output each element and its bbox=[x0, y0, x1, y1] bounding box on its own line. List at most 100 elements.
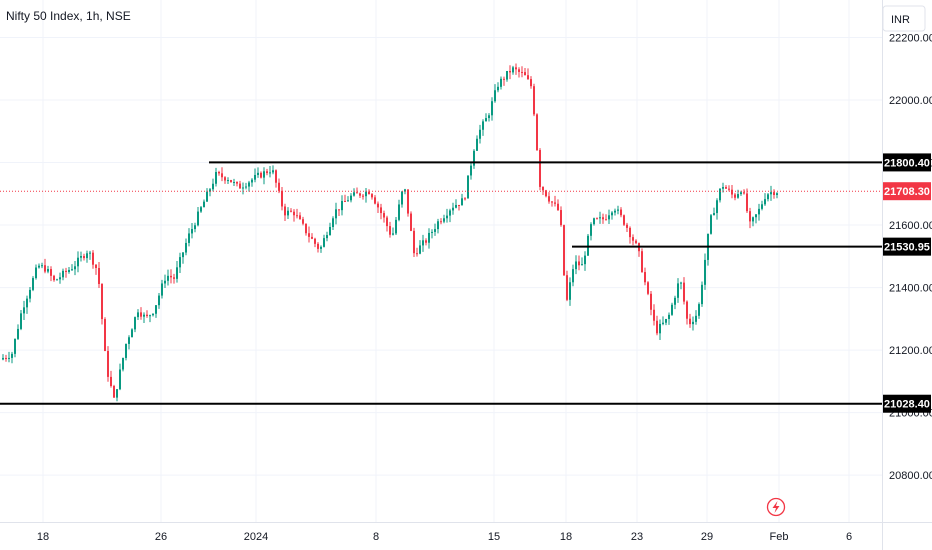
candle-body bbox=[743, 192, 745, 194]
candle-body bbox=[473, 150, 475, 166]
candle-body bbox=[149, 315, 151, 317]
candle-body bbox=[176, 267, 178, 279]
candle-body bbox=[761, 204, 763, 209]
level-badge-label: 21028.40 bbox=[884, 399, 930, 411]
level-badge bbox=[883, 237, 931, 256]
candle-body bbox=[2, 357, 4, 360]
last-price-badge-bg bbox=[883, 182, 931, 201]
candle-body bbox=[158, 295, 160, 306]
candle-body bbox=[386, 217, 388, 227]
candle-body bbox=[551, 201, 553, 203]
candle-body bbox=[581, 264, 583, 266]
candle-body bbox=[278, 182, 280, 191]
candle-body bbox=[695, 315, 697, 322]
candle-body bbox=[47, 269, 49, 272]
candle-body bbox=[755, 214, 757, 218]
candle-body bbox=[380, 207, 382, 214]
currency-button[interactable]: INR bbox=[882, 5, 926, 32]
candle-body bbox=[602, 217, 604, 220]
candle-body bbox=[86, 253, 88, 259]
candle-body bbox=[218, 171, 220, 174]
time-axis[interactable]: 18 26 2024 8 15 18 23 29 Feb 6 bbox=[37, 531, 852, 543]
candle-body bbox=[497, 86, 499, 91]
candle-body bbox=[563, 225, 565, 276]
candle-body bbox=[593, 218, 595, 225]
candle-body bbox=[146, 314, 148, 317]
candle-body bbox=[353, 192, 355, 196]
candle-body bbox=[470, 165, 472, 176]
candle-body bbox=[713, 213, 715, 216]
candle-body bbox=[431, 231, 433, 233]
candle-body bbox=[29, 289, 31, 299]
candle-body bbox=[416, 253, 418, 255]
candle-body bbox=[245, 186, 247, 188]
candle-body bbox=[476, 138, 478, 151]
candle-body bbox=[452, 207, 454, 211]
candle-body bbox=[626, 224, 628, 228]
candle-body bbox=[170, 275, 172, 278]
candle-body bbox=[137, 312, 139, 318]
candle-body bbox=[236, 181, 238, 184]
candle-body bbox=[716, 200, 718, 214]
candle-body bbox=[344, 201, 346, 203]
candle-body bbox=[440, 221, 442, 223]
time-tick-label: 18 bbox=[560, 531, 572, 543]
candle-body bbox=[641, 251, 643, 273]
candle-body bbox=[14, 338, 16, 354]
candle-body bbox=[23, 307, 25, 314]
candle-body bbox=[161, 283, 163, 296]
candle-body bbox=[284, 206, 286, 216]
candle-body bbox=[428, 232, 430, 243]
candle-body bbox=[407, 189, 409, 214]
candle-body bbox=[647, 282, 649, 294]
candle-body bbox=[206, 191, 208, 202]
candle-body bbox=[590, 224, 592, 236]
candle-body bbox=[677, 283, 679, 298]
candle-body bbox=[650, 293, 652, 310]
candle-body bbox=[98, 268, 100, 284]
time-tick-label: 29 bbox=[701, 531, 713, 543]
candle-body bbox=[506, 70, 508, 80]
candle-body bbox=[629, 227, 631, 238]
candle-body bbox=[488, 115, 490, 119]
price-tick-label: 20800.00 bbox=[889, 470, 932, 482]
candle-body bbox=[632, 237, 634, 241]
horizontal-levels[interactable] bbox=[0, 161, 882, 405]
candle-body bbox=[209, 189, 211, 192]
candle-body bbox=[320, 246, 322, 249]
candle-body bbox=[614, 210, 616, 213]
candle-body bbox=[518, 69, 520, 72]
candle-body bbox=[50, 269, 52, 276]
candle-body bbox=[725, 187, 727, 189]
candle-body bbox=[188, 233, 190, 243]
time-tick-label: 8 bbox=[373, 531, 379, 543]
candle-body bbox=[704, 259, 706, 285]
candle-body bbox=[758, 208, 760, 215]
candle-body bbox=[26, 298, 28, 308]
candle-body bbox=[62, 270, 64, 278]
candle-body bbox=[446, 215, 448, 219]
price-tick-label: 21200.00 bbox=[889, 345, 932, 357]
candle-body bbox=[95, 264, 97, 269]
candle-body bbox=[503, 78, 505, 80]
candle-body bbox=[515, 67, 517, 70]
candle-body bbox=[302, 219, 304, 224]
candle-body bbox=[584, 255, 586, 265]
candle-body bbox=[548, 196, 550, 202]
candle-body bbox=[365, 191, 367, 197]
candle-body bbox=[317, 243, 319, 249]
candle-body bbox=[764, 199, 766, 205]
level-badge bbox=[883, 153, 931, 172]
candle-body bbox=[215, 171, 217, 184]
lightning-icon[interactable] bbox=[766, 497, 786, 517]
candle-body bbox=[332, 218, 334, 227]
candle-body bbox=[71, 269, 73, 271]
candle-body bbox=[455, 204, 457, 208]
candle-body bbox=[92, 252, 94, 265]
candle-body bbox=[596, 218, 598, 220]
candle-body bbox=[131, 329, 133, 338]
candle-body bbox=[668, 314, 670, 320]
candle-body bbox=[242, 187, 244, 189]
candle-body bbox=[623, 215, 625, 225]
